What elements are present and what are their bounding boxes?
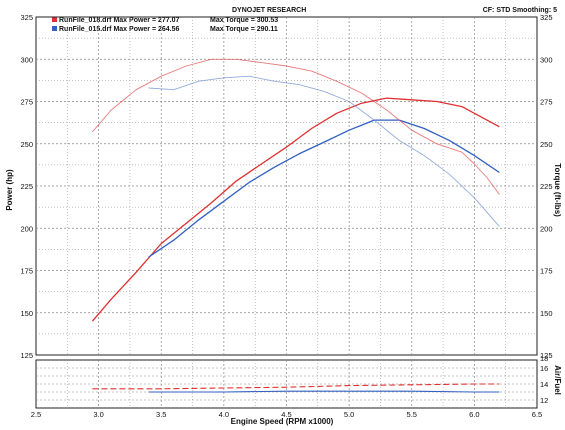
y-tick-label: 325 — [20, 13, 33, 22]
y2-tick-label: 300 — [540, 55, 553, 64]
settings-label: CF: STD Smoothing: 5 — [483, 7, 557, 14]
y-tick-label: 150 — [20, 309, 33, 318]
legend-torque-label-2: Max Torque = 290.11 — [210, 26, 278, 33]
x-tick-label: 4.5 — [281, 410, 291, 419]
y-tick-label: 300 — [20, 55, 33, 64]
af-y-tick-label: 18 — [540, 354, 548, 363]
y-tick-label: 275 — [20, 98, 33, 107]
legend-label-2: RunFile_015.drf Max Power = 264.56 — [59, 26, 180, 33]
x-tick-label: 2.5 — [31, 410, 41, 419]
x-tick-label: 6.0 — [469, 410, 479, 419]
y2-tick-label: 175 — [540, 267, 553, 276]
y-tick-label: 125 — [20, 351, 33, 360]
x-tick-label: 4.0 — [219, 410, 229, 419]
af-y-tick-label: 16 — [540, 364, 548, 373]
af-axis-label: Air/Fuel — [553, 365, 562, 395]
y-tick-label: 175 — [20, 267, 33, 276]
y2-tick-label: 225 — [540, 182, 553, 191]
y2-tick-label: 150 — [540, 309, 553, 318]
y2-tick-label: 325 — [540, 13, 553, 22]
y2-tick-label: 200 — [540, 224, 553, 233]
legend-swatch-2 — [52, 26, 57, 31]
af-y-tick-label: 14 — [540, 380, 548, 389]
torque-line-run015 — [148, 75, 500, 227]
x-tick-label: 3.5 — [156, 410, 166, 419]
y2-tick-label: 250 — [540, 140, 553, 149]
x-tick-label: 5.0 — [344, 410, 354, 419]
x-tick-label: 3.0 — [93, 410, 103, 419]
af-line-run018 — [92, 383, 500, 390]
y2-tick-label: 125 — [540, 351, 553, 360]
x-axis-label: Engine Speed (RPM x1000) — [231, 417, 334, 426]
power-line-run018 — [91, 97, 500, 322]
power-torque-plot: 125 150 175 200 225 250 275 300 325 125 150 175 200 2… — [20, 13, 552, 360]
af-y-tick-label: 12 — [540, 396, 548, 405]
chart-title: DYNOJET RESEARCH — [232, 7, 306, 14]
x-tick-label: 5.5 — [407, 410, 417, 419]
torque-line-run018 — [92, 58, 500, 195]
y2-axis-label: Torque (ft-lbs) — [553, 163, 562, 217]
y-tick-label: 250 — [20, 140, 33, 149]
af-line-run015 — [148, 390, 500, 393]
legend-torque-label-1: Max Torque = 300.53 — [210, 17, 278, 24]
y-axis-label: Power (hp) — [5, 169, 14, 211]
legend-label-1: RunFile_018.drf Max Power = 277.07 — [59, 17, 180, 24]
legend-swatch-1 — [52, 17, 57, 22]
y-tick-label: 225 — [20, 182, 33, 191]
chart-header: DYNOJET RESEARCH CF: STD Smoothing: 5 Ru… — [52, 7, 557, 33]
x-tick-label: 6.5 — [532, 410, 542, 419]
y2-tick-label: 275 — [540, 98, 553, 107]
y-tick-label: 200 — [20, 224, 33, 233]
power-line-run015 — [148, 119, 500, 258]
